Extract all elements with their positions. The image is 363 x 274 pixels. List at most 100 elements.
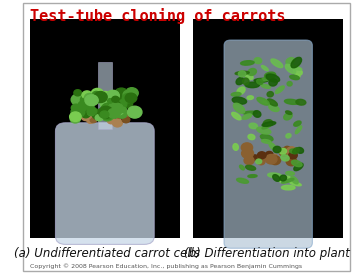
Ellipse shape: [241, 61, 254, 65]
Circle shape: [111, 91, 122, 100]
Circle shape: [242, 149, 253, 158]
Circle shape: [102, 105, 109, 111]
Circle shape: [286, 157, 297, 166]
Ellipse shape: [262, 124, 272, 129]
Ellipse shape: [245, 73, 253, 79]
Circle shape: [87, 117, 94, 123]
Ellipse shape: [282, 178, 294, 183]
Circle shape: [96, 92, 104, 99]
Circle shape: [84, 112, 92, 119]
Ellipse shape: [281, 185, 295, 190]
Ellipse shape: [248, 175, 257, 178]
Ellipse shape: [260, 135, 273, 141]
Circle shape: [95, 115, 103, 121]
Ellipse shape: [248, 68, 256, 75]
Ellipse shape: [291, 160, 302, 167]
Circle shape: [89, 95, 100, 104]
Circle shape: [98, 106, 113, 118]
Circle shape: [70, 115, 80, 123]
Circle shape: [257, 152, 266, 159]
Circle shape: [122, 116, 130, 123]
Circle shape: [127, 106, 142, 118]
Circle shape: [271, 154, 277, 159]
Circle shape: [81, 112, 91, 121]
Ellipse shape: [243, 111, 257, 115]
Ellipse shape: [245, 82, 260, 88]
Circle shape: [102, 102, 110, 107]
Ellipse shape: [269, 143, 276, 150]
Ellipse shape: [281, 155, 289, 161]
Circle shape: [72, 110, 79, 116]
Bar: [193, 19, 343, 238]
Ellipse shape: [242, 114, 252, 119]
Ellipse shape: [287, 82, 292, 86]
Circle shape: [241, 143, 253, 152]
Circle shape: [109, 103, 123, 115]
Bar: [30, 19, 180, 238]
Ellipse shape: [285, 64, 296, 73]
Ellipse shape: [294, 121, 301, 126]
Circle shape: [252, 155, 258, 160]
Circle shape: [244, 152, 252, 158]
Ellipse shape: [262, 139, 271, 143]
Circle shape: [100, 98, 114, 109]
Circle shape: [96, 110, 104, 117]
Circle shape: [94, 92, 107, 102]
Ellipse shape: [254, 78, 269, 82]
Circle shape: [82, 91, 92, 99]
Circle shape: [81, 95, 93, 105]
Text: (a) Undifferentiated carrot cells: (a) Undifferentiated carrot cells: [13, 247, 200, 260]
Circle shape: [123, 90, 134, 99]
Circle shape: [265, 155, 277, 164]
Ellipse shape: [273, 146, 281, 153]
Ellipse shape: [268, 173, 282, 178]
Circle shape: [125, 93, 137, 103]
Ellipse shape: [233, 144, 238, 150]
Circle shape: [117, 110, 127, 118]
Ellipse shape: [269, 79, 277, 86]
Circle shape: [123, 112, 130, 116]
Ellipse shape: [237, 178, 249, 183]
Circle shape: [92, 109, 105, 119]
Ellipse shape: [286, 172, 294, 175]
Circle shape: [257, 158, 265, 165]
Ellipse shape: [245, 165, 256, 170]
Text: Test-tube cloning of carrots: Test-tube cloning of carrots: [30, 8, 285, 24]
Ellipse shape: [235, 71, 249, 75]
Circle shape: [288, 149, 295, 155]
Circle shape: [71, 106, 85, 118]
Ellipse shape: [236, 78, 244, 85]
Ellipse shape: [279, 176, 291, 183]
Circle shape: [86, 102, 94, 109]
Ellipse shape: [271, 59, 283, 68]
Circle shape: [74, 90, 81, 96]
Ellipse shape: [294, 68, 302, 75]
Ellipse shape: [285, 99, 299, 104]
Ellipse shape: [295, 126, 302, 134]
Circle shape: [288, 152, 296, 158]
Circle shape: [107, 105, 114, 110]
Circle shape: [113, 119, 122, 127]
Ellipse shape: [294, 163, 303, 171]
Ellipse shape: [290, 182, 301, 186]
Ellipse shape: [253, 111, 261, 117]
Circle shape: [70, 112, 81, 121]
Ellipse shape: [263, 120, 273, 127]
Circle shape: [123, 110, 129, 116]
Circle shape: [108, 109, 120, 118]
Circle shape: [265, 152, 273, 158]
Circle shape: [121, 98, 133, 108]
Circle shape: [289, 147, 294, 152]
Ellipse shape: [231, 92, 241, 96]
Ellipse shape: [232, 97, 246, 104]
Ellipse shape: [296, 99, 306, 105]
Ellipse shape: [286, 134, 291, 138]
Ellipse shape: [295, 74, 300, 77]
Circle shape: [289, 152, 297, 159]
Circle shape: [78, 101, 90, 110]
Circle shape: [110, 102, 116, 107]
Ellipse shape: [257, 98, 269, 105]
FancyBboxPatch shape: [23, 3, 350, 271]
Circle shape: [286, 147, 297, 156]
Ellipse shape: [257, 79, 263, 84]
